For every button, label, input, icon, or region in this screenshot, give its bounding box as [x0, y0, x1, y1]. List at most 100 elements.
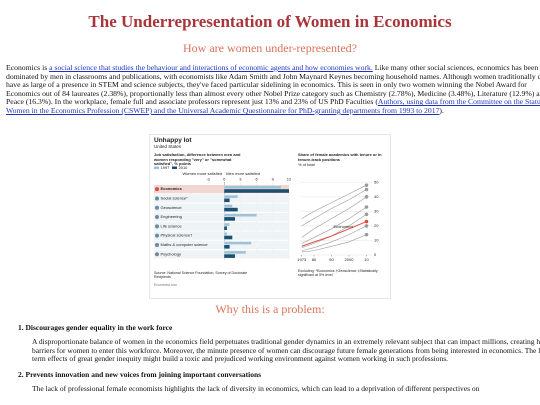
bar	[224, 207, 238, 212]
bar	[224, 254, 235, 258]
row-marker	[155, 252, 159, 257]
bar	[224, 198, 230, 203]
x-tick-label: 6	[255, 177, 258, 182]
item-heading: 1. Discourages gender equality in the wo…	[18, 323, 173, 332]
row-band	[154, 203, 289, 212]
row-band	[154, 212, 289, 222]
row-band	[154, 222, 289, 231]
source: Source: National Science Foundation, Sur…	[154, 271, 248, 280]
row-band	[154, 185, 289, 194]
legend-swatch	[154, 166, 159, 169]
figure-title: Unhappy lot	[154, 137, 192, 144]
direction-label: Women more satisfied	[182, 171, 222, 176]
category-label: Engineering	[161, 214, 182, 219]
row-marker	[155, 242, 159, 247]
category-label: Life science	[161, 223, 183, 228]
item-text: The lack of professional female economis…	[32, 384, 480, 394]
bar	[224, 235, 233, 240]
end-marker	[364, 187, 369, 192]
bar	[224, 213, 257, 217]
bar	[224, 226, 227, 230]
intro-paragraph: Economics is a social science that studi…	[6, 63, 540, 116]
page-subtitle: How are women under-represented?	[182, 41, 357, 55]
figure: 1997 2010 Women more satisfied Men more sat…	[149, 134, 391, 299]
list: 1. Discourages gender equality in the wo…	[18, 323, 540, 400]
y-tick-label: 40	[374, 194, 379, 199]
end-marker	[364, 183, 369, 187]
legend-swatch	[172, 166, 177, 169]
line	[301, 184, 367, 219]
end-marker	[364, 212, 369, 217]
y-tick-label: 50	[374, 179, 379, 184]
y-tick-label: 10	[374, 238, 379, 243]
line	[301, 234, 367, 253]
bar	[224, 189, 289, 193]
credit: Economist.com	[154, 283, 178, 287]
bar	[224, 232, 227, 236]
direction-label: Men more satisfied	[226, 171, 260, 176]
x-tick-label: 90	[329, 257, 334, 262]
bar	[224, 204, 233, 208]
category-label: Psychology	[161, 251, 181, 256]
link[interactable]: Authors, using data from the Committee o…	[6, 97, 540, 115]
end-marker	[364, 219, 369, 224]
text: Like many other social sciences, economi…	[6, 63, 540, 107]
x-tick-label: 9	[272, 177, 275, 182]
line	[301, 206, 367, 244]
x-tick-label: 10	[364, 257, 369, 262]
chart-unit: % of total	[298, 162, 315, 167]
footnote: Excluding: *Economics †Geoscience ‡Stati…	[298, 269, 378, 278]
bar	[224, 245, 230, 249]
category-label: Physical science†	[161, 233, 193, 238]
legend-label: 2010	[179, 165, 189, 170]
row-band	[154, 194, 289, 203]
end-marker	[364, 224, 369, 228]
chart-title: Share of female academics with tenure or…	[298, 152, 382, 162]
x-tick-label: 80	[312, 257, 317, 262]
line	[301, 221, 367, 247]
row-band	[154, 231, 289, 240]
bar	[224, 195, 238, 198]
figure-subtitle: United States	[154, 144, 182, 149]
series-label: Economics	[334, 224, 354, 229]
row-marker	[155, 233, 159, 238]
bar	[224, 241, 252, 245]
x-tick-label: 0	[223, 177, 226, 182]
x-tick-label: 3	[239, 177, 242, 182]
category-label: Geoscience	[161, 205, 183, 210]
end-marker	[364, 205, 369, 209]
page-title: The Underrepresentation of Women in Econ…	[88, 12, 452, 31]
section-heading: Why this is a problem:	[215, 302, 325, 316]
row-marker	[155, 187, 159, 192]
category-label: Economics	[161, 186, 183, 191]
link[interactable]: a social science that studies the behavi…	[49, 63, 373, 72]
chart-title: Job satisfaction, difference between men…	[154, 152, 241, 167]
end-marker	[364, 232, 369, 237]
bar	[224, 217, 235, 221]
y-tick-label: 0	[374, 252, 377, 257]
x-tick-label: 2000	[345, 257, 355, 262]
line	[301, 196, 367, 238]
bar	[224, 186, 281, 189]
text: Economics is	[6, 63, 50, 72]
bar	[224, 223, 230, 226]
row-marker	[155, 205, 159, 210]
y-tick-label: 30	[374, 208, 379, 213]
item-heading: 2. Prevents innovation and new voices fr…	[18, 369, 262, 379]
row-marker	[155, 196, 159, 201]
line	[301, 225, 367, 251]
legend-label: 1997	[161, 165, 171, 170]
row-band	[154, 250, 289, 259]
item-text: A disproportionate balance of women in t…	[32, 337, 540, 364]
x-tick-label: 1973	[297, 257, 307, 262]
row-band	[154, 240, 289, 250]
text: ).	[439, 105, 444, 115]
category-label: Maths & computer science	[161, 242, 209, 247]
x-tick-label: 12	[287, 177, 292, 182]
y-tick-label: 20	[374, 223, 379, 228]
x-tick-label: -3	[206, 177, 210, 182]
row-marker	[155, 224, 159, 229]
end-marker	[364, 195, 369, 199]
